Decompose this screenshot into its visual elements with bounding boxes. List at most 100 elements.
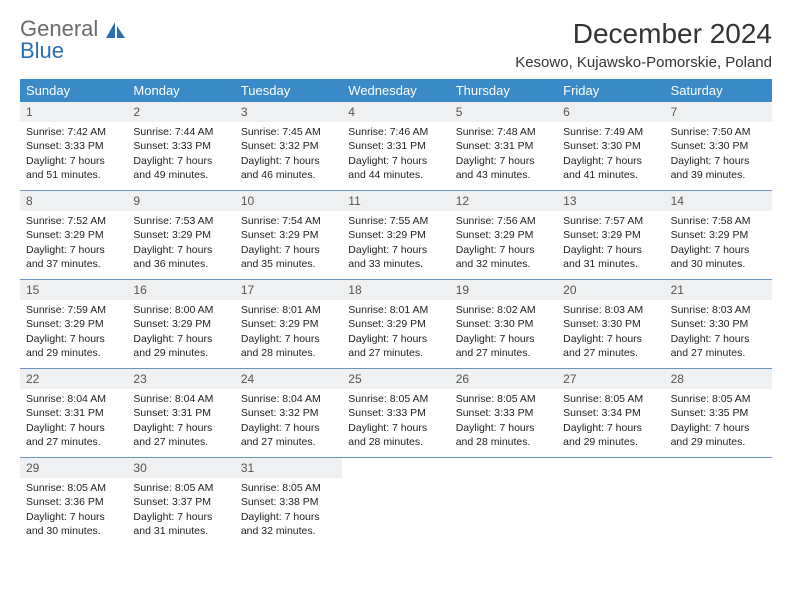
daylight-text: Daylight: 7 hours and 41 minutes.: [563, 154, 658, 182]
sunset-text: Sunset: 3:30 PM: [671, 317, 766, 331]
sunrise-text: Sunrise: 7:57 AM: [563, 214, 658, 228]
sunrise-text: Sunrise: 8:03 AM: [671, 303, 766, 317]
day-body: Sunrise: 8:00 AMSunset: 3:29 PMDaylight:…: [127, 300, 234, 366]
day-cell-empty: [557, 458, 664, 546]
sunset-text: Sunset: 3:33 PM: [133, 139, 228, 153]
daylight-text: Daylight: 7 hours and 28 minutes.: [241, 332, 336, 360]
sunset-text: Sunset: 3:29 PM: [456, 228, 551, 242]
day-body: Sunrise: 7:54 AMSunset: 3:29 PMDaylight:…: [235, 211, 342, 277]
sunset-text: Sunset: 3:30 PM: [563, 139, 658, 153]
day-body: Sunrise: 7:52 AMSunset: 3:29 PMDaylight:…: [20, 211, 127, 277]
sunset-text: Sunset: 3:32 PM: [241, 139, 336, 153]
day-number: 2: [127, 102, 234, 122]
day-body: Sunrise: 8:05 AMSunset: 3:34 PMDaylight:…: [557, 389, 664, 455]
daylight-text: Daylight: 7 hours and 43 minutes.: [456, 154, 551, 182]
day-body: Sunrise: 7:53 AMSunset: 3:29 PMDaylight:…: [127, 211, 234, 277]
header: General Blue December 2024 Kesowo, Kujaw…: [20, 18, 772, 71]
day-cell: 2 Sunrise: 7:44 AMSunset: 3:33 PMDaylight…: [127, 102, 234, 190]
daylight-text: Daylight: 7 hours and 49 minutes.: [133, 154, 228, 182]
sunrise-text: Sunrise: 7:50 AM: [671, 125, 766, 139]
sunrise-text: Sunrise: 7:44 AM: [133, 125, 228, 139]
sunrise-text: Sunrise: 7:45 AM: [241, 125, 336, 139]
sunset-text: Sunset: 3:30 PM: [456, 317, 551, 331]
sunset-text: Sunset: 3:29 PM: [563, 228, 658, 242]
daylight-text: Daylight: 7 hours and 39 minutes.: [671, 154, 766, 182]
daylight-text: Daylight: 7 hours and 44 minutes.: [348, 154, 443, 182]
daylight-text: Daylight: 7 hours and 30 minutes.: [26, 510, 121, 538]
daylight-text: Daylight: 7 hours and 31 minutes.: [133, 510, 228, 538]
day-number: 14: [665, 191, 772, 211]
day-number: 17: [235, 280, 342, 300]
sunset-text: Sunset: 3:29 PM: [671, 228, 766, 242]
logo-text-2: Blue: [20, 38, 64, 63]
day-body: Sunrise: 8:04 AMSunset: 3:32 PMDaylight:…: [235, 389, 342, 455]
day-number: 21: [665, 280, 772, 300]
sunrise-text: Sunrise: 8:04 AM: [133, 392, 228, 406]
day-body: Sunrise: 8:01 AMSunset: 3:29 PMDaylight:…: [235, 300, 342, 366]
daylight-text: Daylight: 7 hours and 27 minutes.: [671, 332, 766, 360]
sunset-text: Sunset: 3:35 PM: [671, 406, 766, 420]
day-body: Sunrise: 7:50 AMSunset: 3:30 PMDaylight:…: [665, 122, 772, 188]
sunset-text: Sunset: 3:38 PM: [241, 495, 336, 509]
day-number: 18: [342, 280, 449, 300]
sunset-text: Sunset: 3:29 PM: [26, 317, 121, 331]
sunrise-text: Sunrise: 7:52 AM: [26, 214, 121, 228]
day-number: 19: [450, 280, 557, 300]
daylight-text: Daylight: 7 hours and 29 minutes.: [26, 332, 121, 360]
sunset-text: Sunset: 3:33 PM: [348, 406, 443, 420]
weekday-tuesday: Tuesday: [235, 79, 342, 102]
sunset-text: Sunset: 3:31 PM: [26, 406, 121, 420]
sunrise-text: Sunrise: 8:05 AM: [241, 481, 336, 495]
day-number: 3: [235, 102, 342, 122]
day-number: 24: [235, 369, 342, 389]
sunrise-text: Sunrise: 7:46 AM: [348, 125, 443, 139]
day-number: 15: [20, 280, 127, 300]
day-cell: 17Sunrise: 8:01 AMSunset: 3:29 PMDayligh…: [235, 280, 342, 368]
day-cell: 26Sunrise: 8:05 AMSunset: 3:33 PMDayligh…: [450, 369, 557, 457]
sunset-text: Sunset: 3:30 PM: [563, 317, 658, 331]
day-cell: 15Sunrise: 7:59 AMSunset: 3:29 PMDayligh…: [20, 280, 127, 368]
day-number: 23: [127, 369, 234, 389]
sunrise-text: Sunrise: 7:49 AM: [563, 125, 658, 139]
day-cell: 18Sunrise: 8:01 AMSunset: 3:29 PMDayligh…: [342, 280, 449, 368]
week-row: 1Sunrise: 7:42 AMSunset: 3:33 PMDaylight…: [20, 102, 772, 191]
day-body: Sunrise: 7:58 AMSunset: 3:29 PMDaylight:…: [665, 211, 772, 277]
sunrise-text: Sunrise: 8:00 AM: [133, 303, 228, 317]
day-cell: 10Sunrise: 7:54 AMSunset: 3:29 PMDayligh…: [235, 191, 342, 279]
sunrise-text: Sunrise: 8:03 AM: [563, 303, 658, 317]
day-body: Sunrise: 8:05 AMSunset: 3:35 PMDaylight:…: [665, 389, 772, 455]
day-body: Sunrise: 8:05 AMSunset: 3:33 PMDaylight:…: [342, 389, 449, 455]
sunrise-text: Sunrise: 7:55 AM: [348, 214, 443, 228]
day-cell: 19Sunrise: 8:02 AMSunset: 3:30 PMDayligh…: [450, 280, 557, 368]
daylight-text: Daylight: 7 hours and 30 minutes.: [671, 243, 766, 271]
day-body: Sunrise: 8:05 AMSunset: 3:38 PMDaylight:…: [235, 478, 342, 544]
daylight-text: Daylight: 7 hours and 51 minutes.: [26, 154, 121, 182]
week-row: 29Sunrise: 8:05 AMSunset: 3:36 PMDayligh…: [20, 458, 772, 546]
weekday-thursday: Thursday: [450, 79, 557, 102]
day-number: 7: [665, 102, 772, 122]
daylight-text: Daylight: 7 hours and 27 minutes.: [241, 421, 336, 449]
daylight-text: Daylight: 7 hours and 27 minutes.: [456, 332, 551, 360]
day-cell: 22Sunrise: 8:04 AMSunset: 3:31 PMDayligh…: [20, 369, 127, 457]
day-body: Sunrise: 7:45 AMSunset: 3:32 PMDaylight:…: [235, 122, 342, 188]
day-cell: 6Sunrise: 7:49 AMSunset: 3:30 PMDaylight…: [557, 102, 664, 190]
daylight-text: Daylight: 7 hours and 27 minutes.: [26, 421, 121, 449]
day-cell: 7Sunrise: 7:50 AMSunset: 3:30 PMDaylight…: [665, 102, 772, 190]
weekday-saturday: Saturday: [665, 79, 772, 102]
sunset-text: Sunset: 3:29 PM: [241, 228, 336, 242]
day-cell: 31Sunrise: 8:05 AMSunset: 3:38 PMDayligh…: [235, 458, 342, 546]
daylight-text: Daylight: 7 hours and 29 minutes.: [671, 421, 766, 449]
daylight-text: Daylight: 7 hours and 37 minutes.: [26, 243, 121, 271]
sunrise-text: Sunrise: 8:05 AM: [563, 392, 658, 406]
day-cell: 24Sunrise: 8:04 AMSunset: 3:32 PMDayligh…: [235, 369, 342, 457]
weekday-friday: Friday: [557, 79, 664, 102]
sunset-text: Sunset: 3:36 PM: [26, 495, 121, 509]
day-body: Sunrise: 7:55 AMSunset: 3:29 PMDaylight:…: [342, 211, 449, 277]
day-cell: 4Sunrise: 7:46 AMSunset: 3:31 PMDaylight…: [342, 102, 449, 190]
day-cell: 25Sunrise: 8:05 AMSunset: 3:33 PMDayligh…: [342, 369, 449, 457]
sunrise-text: Sunrise: 7:54 AM: [241, 214, 336, 228]
calendar: SundayMondayTuesdayWednesdayThursdayFrid…: [20, 79, 772, 546]
weekday-sunday: Sunday: [20, 79, 127, 102]
day-body: Sunrise: 7:48 AMSunset: 3:31 PMDaylight:…: [450, 122, 557, 188]
sunrise-text: Sunrise: 8:05 AM: [671, 392, 766, 406]
